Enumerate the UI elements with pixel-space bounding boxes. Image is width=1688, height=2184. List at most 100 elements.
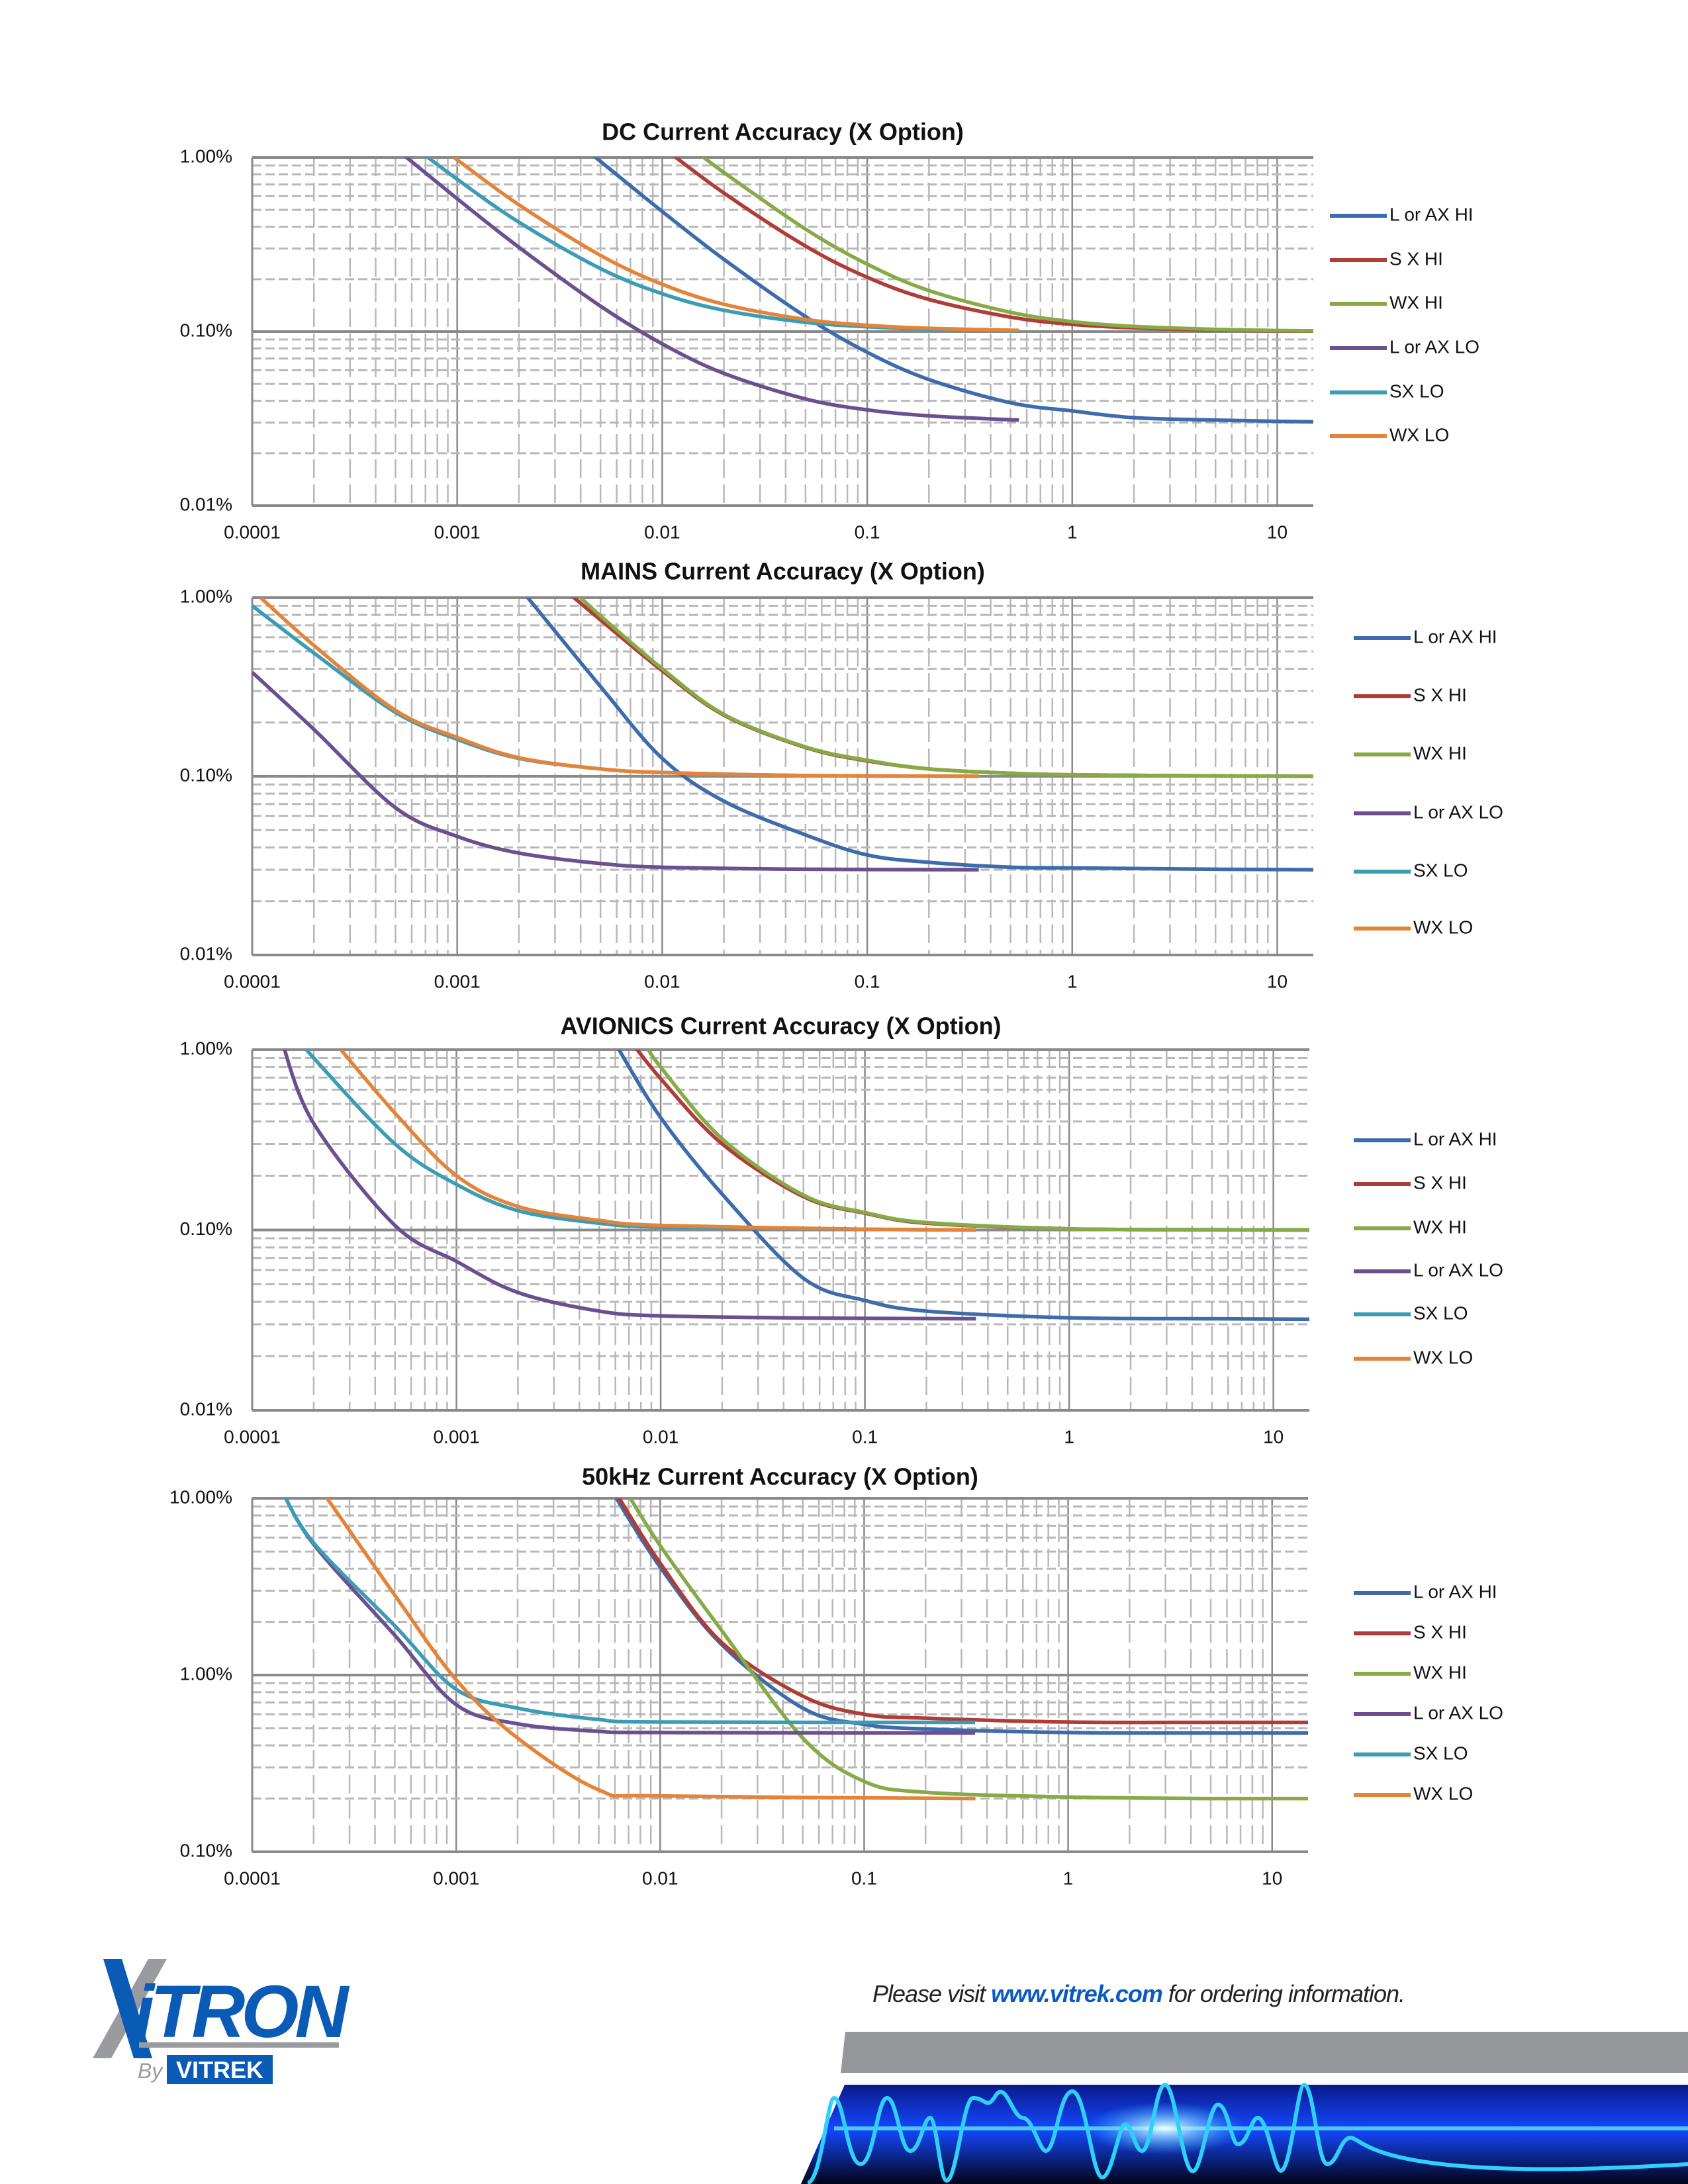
x-tick-label: 1 — [1064, 1426, 1074, 1447]
series-line-l-or-ax-hi — [616, 1050, 1309, 1322]
ordering-info: Please visit www.vitrek.com for ordering… — [872, 1980, 1405, 2008]
x-tick-label: 0.01 — [644, 971, 680, 991]
logo-vitrek-box — [167, 2055, 273, 2084]
x-tick-label: 0.0001 — [224, 1868, 281, 1888]
x-tick-label: 1 — [1067, 522, 1078, 542]
legend-label: WX HI — [1413, 1216, 1467, 1237]
chart-1: DC Current Accuracy (X Option) 0.0001 0.00… — [180, 118, 1479, 543]
y-tick-label: 0.01% — [180, 494, 232, 514]
logo-brand-text: iTRON — [134, 1970, 350, 2053]
grid — [251, 1497, 1308, 1853]
legend-label: WX HI — [1389, 292, 1443, 312]
vitrek-link[interactable]: www.vitrek.com — [991, 1980, 1163, 2007]
legend-label: WX LO — [1389, 424, 1449, 445]
legend-label: SX LO — [1413, 1302, 1468, 1323]
legend-label: L or AX LO — [1413, 1702, 1503, 1723]
y-tick-label: 0.10% — [180, 1218, 232, 1239]
legend-label: S X HI — [1413, 684, 1467, 705]
chart-2: MAINS Current Accuracy (X Option) 0.0001 0… — [180, 558, 1503, 992]
series-line-wx-hi — [700, 158, 1313, 333]
logo-by-text: By — [138, 2059, 164, 2083]
series-line-s-x-hi — [571, 598, 1313, 778]
legend-label: L or AX HI — [1413, 1128, 1497, 1149]
plot-area — [404, 158, 1313, 424]
legend-label: SX LO — [1413, 1743, 1468, 1763]
plot-area — [283, 1498, 1308, 1801]
wave-glow — [1086, 2102, 1244, 2155]
charts-canvas: DC Current Accuracy (X Option) 0.0001 0.00… — [169, 118, 1503, 1889]
legend-label: SX LO — [1413, 860, 1468, 880]
wave-glow-line — [834, 2126, 1688, 2130]
series-line-l-or-ax-lo — [404, 158, 1019, 422]
series-line-l-or-ax-lo — [283, 1498, 976, 1735]
y-tick-label: 1.00% — [180, 146, 232, 166]
y-tick-label: 10.00% — [169, 1486, 232, 1507]
x-tick-label: 0.01 — [642, 1868, 679, 1888]
y-tick-label: 0.10% — [180, 320, 232, 340]
legend-label: L or AX HI — [1413, 1581, 1497, 1602]
x-tick-label: 0.1 — [851, 1868, 877, 1888]
series-line-wx-lo — [451, 158, 1019, 332]
legend-label: SX LO — [1389, 381, 1444, 401]
legend-label: L or AX LO — [1413, 801, 1503, 822]
legend-label: L or AX HI — [1413, 626, 1497, 647]
chart-title: MAINS Current Accuracy (X Option) — [581, 558, 985, 585]
y-tick-label: 0.01% — [180, 943, 232, 964]
legend-label: L or AX HI — [1389, 204, 1474, 224]
chart-title: AVIONICS Current Accuracy (X Option) — [560, 1013, 1001, 1040]
legend-label: WX LO — [1413, 917, 1473, 937]
plot-area — [282, 1050, 1309, 1322]
series-line-sx-lo — [283, 1498, 976, 1725]
logo-underline — [139, 2042, 339, 2048]
x-tick-label: 0.0001 — [224, 971, 281, 991]
series-line-l-or-ax-hi — [525, 598, 1313, 872]
legend-label: S X HI — [1389, 248, 1443, 269]
series-line-wx-hi — [646, 1050, 1309, 1232]
series-line-l-or-ax-hi — [614, 1498, 1308, 1735]
x-tick-label: 1 — [1063, 1868, 1074, 1888]
x-tick-label: 0.0001 — [224, 522, 281, 542]
legend-label: S X HI — [1413, 1172, 1467, 1193]
series-line-wx-lo — [338, 1050, 976, 1232]
legend-label: WX LO — [1413, 1347, 1473, 1367]
x-tick-label: 10 — [1263, 1426, 1284, 1447]
chart-4: 50kHz Current Accuracy (X Option) 0.0001 0… — [169, 1463, 1503, 1889]
legend-label: L or AX LO — [1413, 1259, 1503, 1280]
legend-label: L or AX LO — [1389, 336, 1479, 357]
x-tick-label: 1 — [1067, 971, 1078, 991]
logo-blue-x — [103, 1959, 152, 2058]
x-tick-label: 0.01 — [643, 1426, 679, 1447]
y-tick-label: 1.00% — [180, 1038, 232, 1058]
footer-banner — [801, 2032, 1688, 2184]
x-tick-label: 0.1 — [855, 971, 880, 991]
legend-label: WX HI — [1413, 743, 1467, 763]
ordering-text-before: Please visit — [872, 1980, 992, 2007]
x-tick-label: 0.0001 — [224, 1426, 281, 1447]
series-line-wx-hi — [577, 598, 1313, 778]
series-line-l-or-ax-lo — [252, 670, 979, 872]
x-tick-label: 0.01 — [644, 522, 680, 542]
series-line-s-x-hi — [617, 1498, 1308, 1725]
chart-title: DC Current Accuracy (X Option) — [602, 118, 964, 146]
chart-title: 50kHz Current Accuracy (X Option) — [582, 1463, 978, 1490]
logo-vitrek-text: VITREK — [176, 2056, 263, 2083]
xitron-logo: iTRON By VITREK — [93, 1959, 354, 2084]
chart-3: AVIONICS Current Accuracy (X Option) 0.00… — [180, 1013, 1503, 1447]
x-tick-label: 0.001 — [433, 1868, 479, 1888]
series-line-s-x-hi — [635, 1050, 1309, 1232]
x-tick-label: 10 — [1267, 971, 1288, 991]
x-tick-label: 0.1 — [855, 522, 880, 542]
wave-panel — [801, 2085, 1688, 2184]
ordering-text-after: for ordering information. — [1162, 1980, 1405, 2007]
series-line-l-or-ax-lo — [282, 1050, 976, 1321]
x-tick-label: 0.001 — [434, 971, 481, 991]
series-line-wx-lo — [324, 1498, 976, 1801]
y-tick-label: 0.10% — [180, 764, 232, 785]
y-tick-label: 1.00% — [180, 1663, 232, 1684]
series-line-l-or-ax-hi — [592, 158, 1313, 424]
y-tick-label: 0.10% — [180, 1840, 232, 1860]
x-tick-label: 10 — [1262, 1868, 1282, 1888]
grid — [251, 156, 1313, 507]
series-line-wx-hi — [628, 1498, 1308, 1801]
x-tick-label: 0.1 — [852, 1426, 878, 1447]
